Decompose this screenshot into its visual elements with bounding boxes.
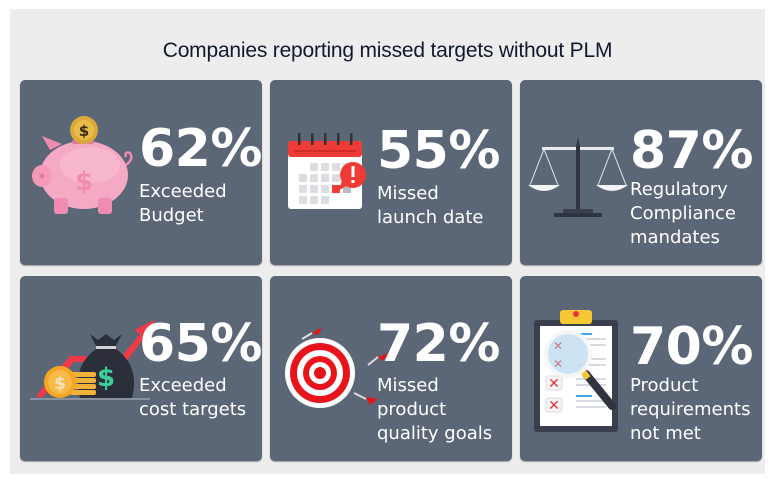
stat-label: Exceeded Budget xyxy=(139,181,227,226)
piggy-bank-icon: $ $ xyxy=(32,116,133,214)
stat-label: Missed product quality goals xyxy=(377,375,493,444)
stat-percent: 55% xyxy=(377,121,500,181)
stat-percent: 65% xyxy=(139,314,262,374)
stat-percent: 72% xyxy=(377,314,500,374)
infographic-panel: Companies reporting missed targets witho… xyxy=(10,9,765,474)
money-bag-rising-arrow-icon: $ $ xyxy=(30,320,154,400)
calendar-alert-icon xyxy=(288,133,366,209)
stat-card-product-requirements: ✕ ✕ ✕ ✕ 70% Product requirements not met xyxy=(520,276,762,461)
stat-card-exceeded-cost-targets: $ $ 65% Exceeded cost targets xyxy=(20,276,262,461)
svg-text:✕: ✕ xyxy=(548,398,560,414)
svg-text:$: $ xyxy=(79,122,89,140)
stat-percent: 70% xyxy=(630,317,753,377)
stat-card-missed-launch-date: 55% Missed launch date xyxy=(270,80,512,265)
stat-card-exceeded-budget: $ $ 62% Exceeded Budget xyxy=(20,80,262,265)
scales-of-justice-icon xyxy=(528,137,628,217)
stat-card-missed-quality-goals: 72% Missed product quality goals xyxy=(270,276,512,461)
clipboard-magnifier-icon: ✕ ✕ ✕ ✕ xyxy=(534,310,618,432)
stat-label: Regulatory Compliance mandates xyxy=(630,179,736,248)
stat-card-regulatory-compliance: 87% Regulatory Compliance mandates xyxy=(520,80,762,265)
target-darts-icon xyxy=(285,327,388,408)
page-title: Companies reporting missed targets witho… xyxy=(162,39,613,62)
svg-text:✕: ✕ xyxy=(548,376,560,392)
svg-text:$: $ xyxy=(54,374,66,394)
svg-text:$: $ xyxy=(97,363,115,393)
svg-text:$: $ xyxy=(75,167,93,197)
stat-label: Missed launch date xyxy=(377,183,484,228)
svg-text:✕: ✕ xyxy=(553,357,563,371)
svg-text:✕: ✕ xyxy=(553,339,563,353)
stat-label: Product requirements not met xyxy=(630,375,751,444)
stat-percent: 87% xyxy=(630,121,753,181)
stat-label: Exceeded cost targets xyxy=(139,375,247,420)
stat-percent: 62% xyxy=(139,119,262,179)
